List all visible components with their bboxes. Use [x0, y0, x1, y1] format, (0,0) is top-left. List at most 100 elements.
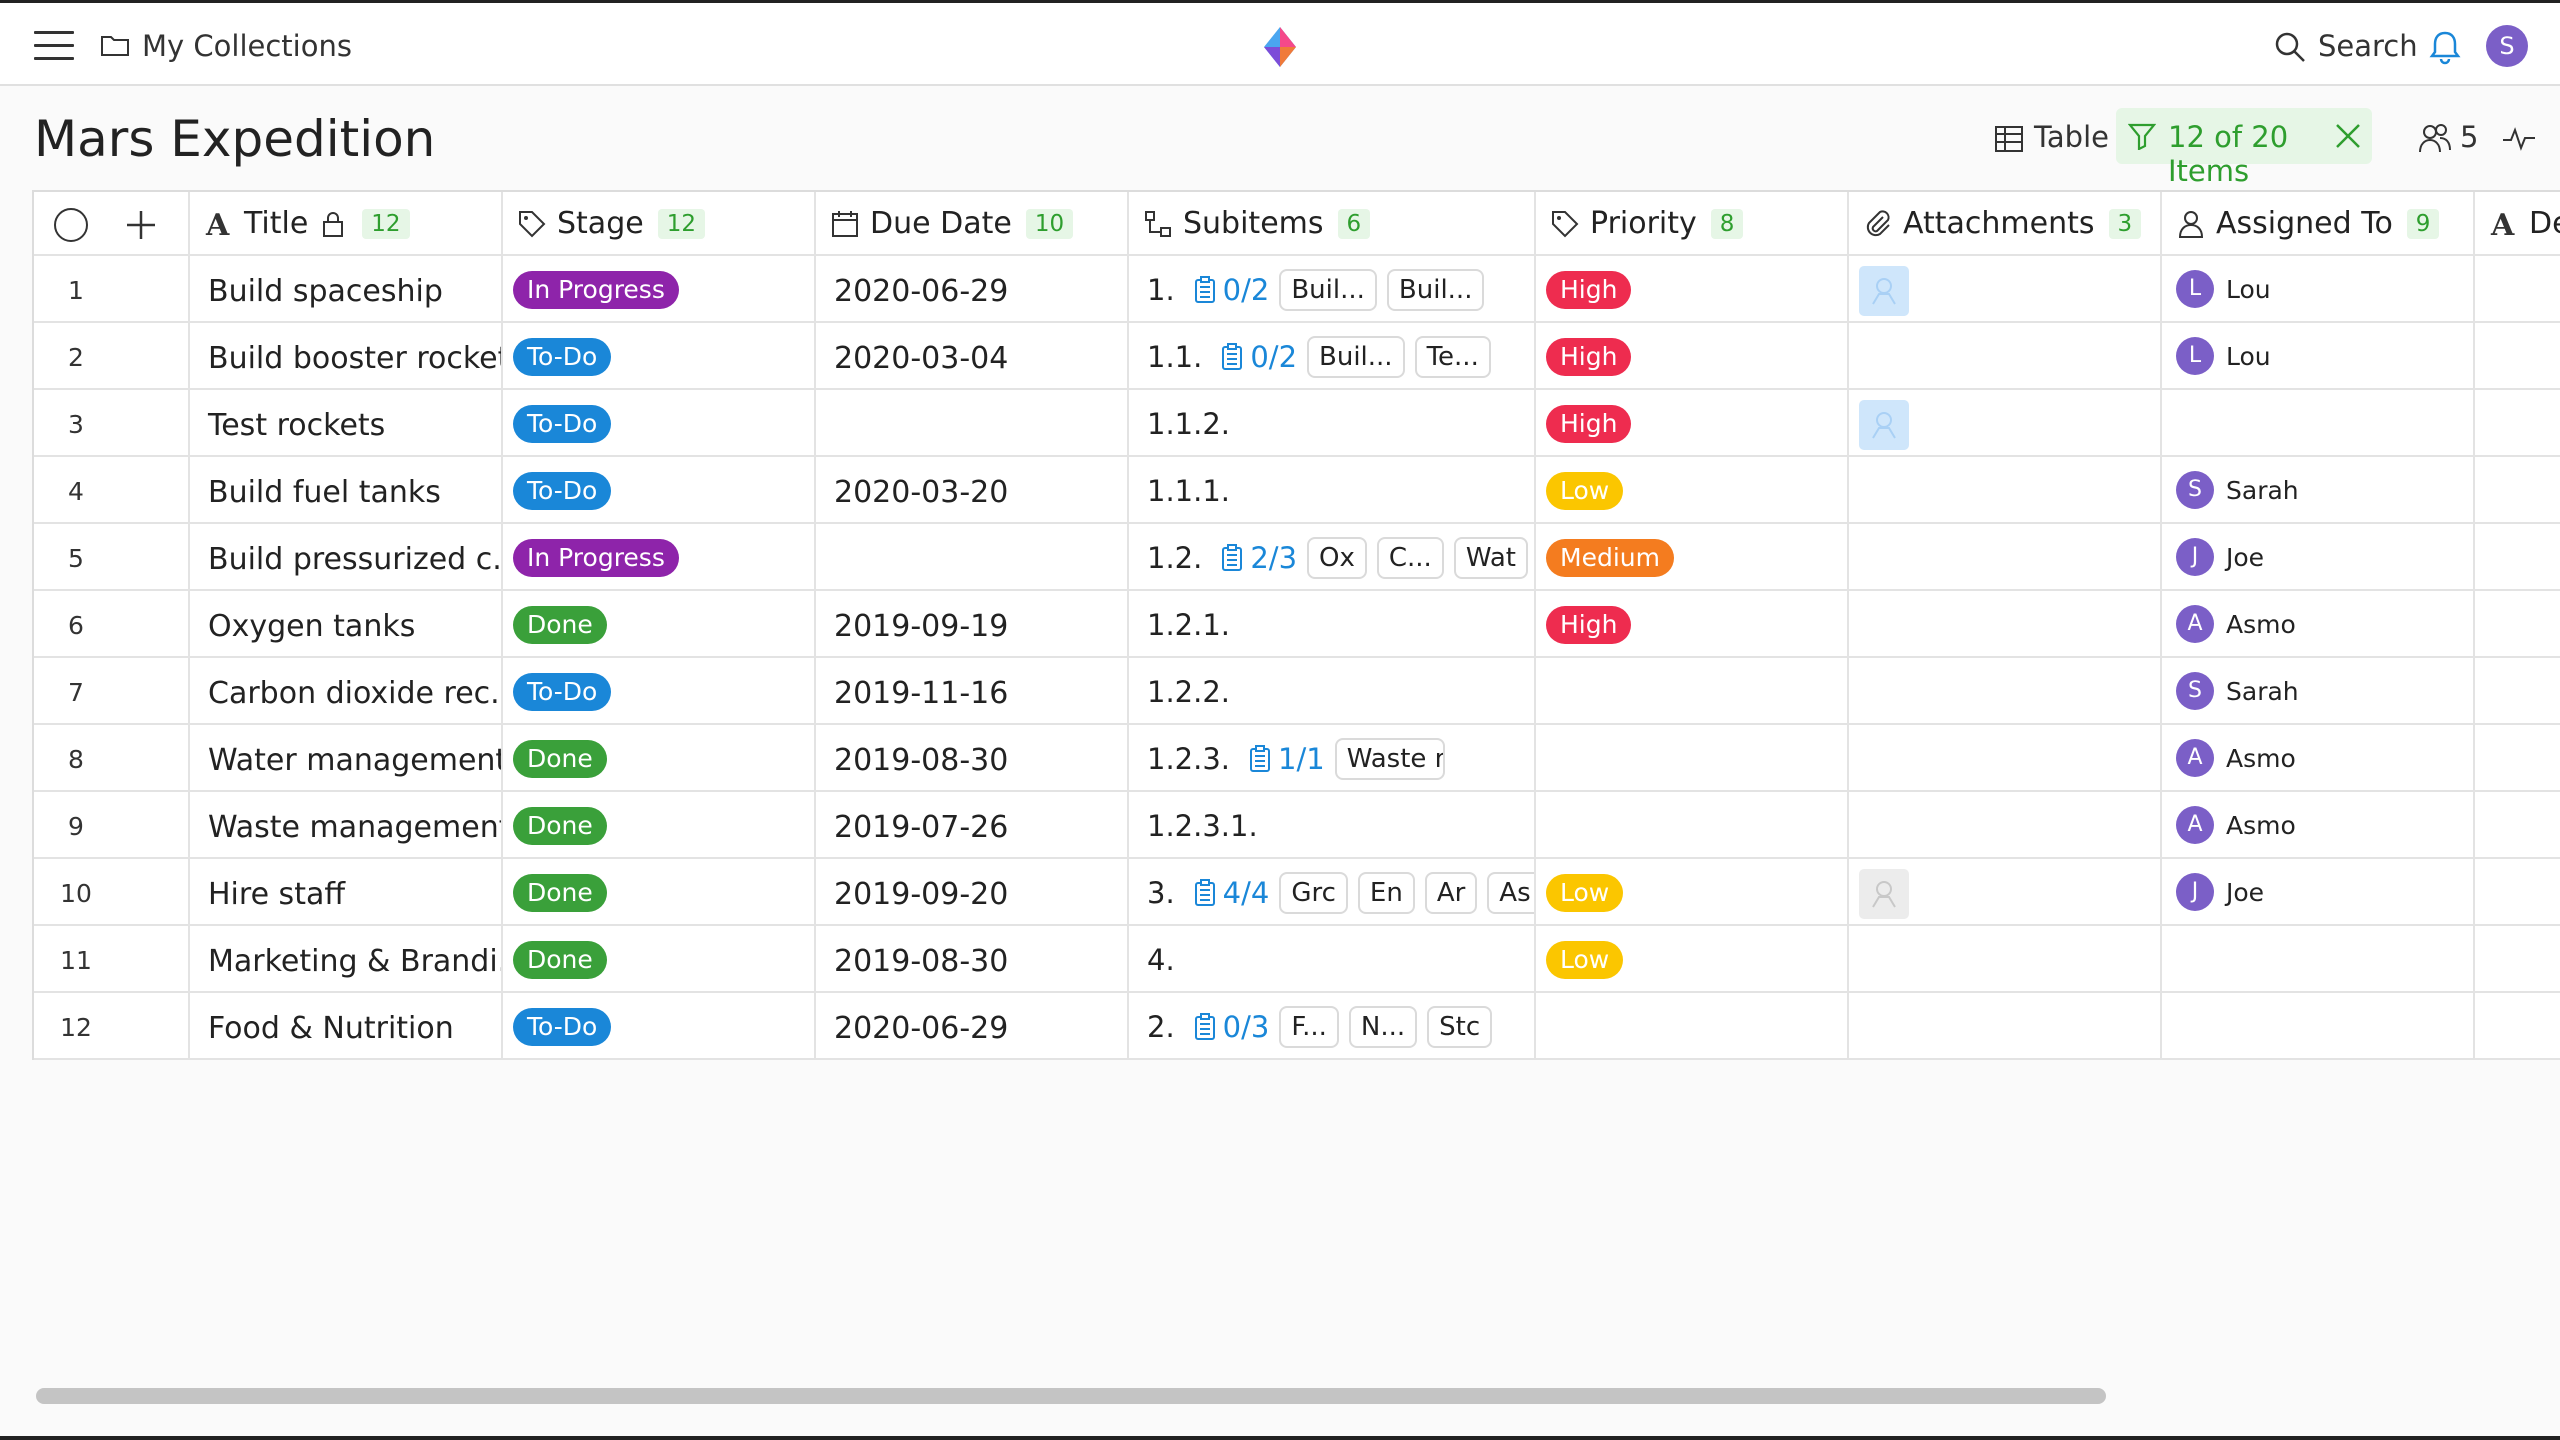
- subitem-chip[interactable]: Ox: [1307, 537, 1367, 579]
- due-date-cell[interactable]: 2020-06-29: [816, 256, 1129, 321]
- row-number-cell[interactable]: 9: [34, 792, 190, 857]
- subitem-chip[interactable]: As: [1487, 872, 1534, 914]
- attachments-cell[interactable]: [1849, 256, 2162, 321]
- subitem-chip[interactable]: F...: [1279, 1006, 1339, 1048]
- subitem-progress[interactable]: 0/2: [1193, 273, 1269, 307]
- due-date-cell[interactable]: [816, 390, 1129, 455]
- description-cell[interactable]: [2475, 390, 2560, 455]
- stage-cell[interactable]: To-Do: [503, 390, 816, 455]
- attachment-thumbnail[interactable]: [1859, 266, 1909, 316]
- table-row[interactable]: 6 Oxygen tanks Done 2019-09-19 1.2.1. High A As…: [34, 591, 2560, 658]
- priority-cell[interactable]: High: [1536, 323, 1849, 388]
- assignee[interactable]: A Asmo: [2176, 739, 2296, 777]
- title-cell[interactable]: Hire staff: [190, 859, 503, 924]
- subitem-chip[interactable]: Stc: [1427, 1006, 1493, 1048]
- assigned-to-cell[interactable]: J Joe: [2162, 859, 2475, 924]
- subitem-chip[interactable]: C...: [1376, 537, 1444, 579]
- description-cell[interactable]: [2475, 859, 2560, 924]
- breadcrumb-my-collections[interactable]: My Collections: [142, 29, 352, 63]
- subitem-chip[interactable]: Buil...: [1279, 269, 1377, 311]
- table-row[interactable]: 9 Waste management Done 2019-07-26 1.2.3.1. A…: [34, 792, 2560, 859]
- horizontal-scrollbar[interactable]: [36, 1388, 2106, 1404]
- row-number-cell[interactable]: 3: [34, 390, 190, 455]
- priority-cell[interactable]: [1536, 792, 1849, 857]
- table-row[interactable]: 5 Build pressurized c... In Progress 1.2. 2/…: [34, 524, 2560, 591]
- subitems-cell[interactable]: 1.1. 0/2 Buil... Te...: [1129, 323, 1536, 388]
- assigned-to-cell[interactable]: S Sarah: [2162, 658, 2475, 723]
- subitems-cell[interactable]: 1.2.3. 1/1 Waste ma...: [1129, 725, 1536, 790]
- assignee[interactable]: S Sarah: [2176, 672, 2299, 710]
- table-row[interactable]: 12 Food & Nutrition To-Do 2020-06-29 2. 0/3 F.…: [34, 993, 2560, 1060]
- subitems-cell[interactable]: 1.2. 2/3 Ox C... Wat: [1129, 524, 1536, 589]
- subitem-progress[interactable]: 4/4: [1193, 876, 1269, 910]
- due-date-cell[interactable]: 2019-08-30: [816, 926, 1129, 991]
- assigned-to-cell[interactable]: A Asmo: [2162, 725, 2475, 790]
- subitem-chip[interactable]: N...: [1348, 1006, 1418, 1048]
- due-date-cell[interactable]: 2019-09-19: [816, 591, 1129, 656]
- due-date-cell[interactable]: 2019-11-16: [816, 658, 1129, 723]
- priority-cell[interactable]: [1536, 725, 1849, 790]
- attachment-thumbnail[interactable]: [1859, 869, 1909, 919]
- add-item-plus-icon[interactable]: [124, 208, 158, 242]
- subitems-cell[interactable]: 1.1.2.: [1129, 390, 1536, 455]
- row-number-cell[interactable]: 8: [34, 725, 190, 790]
- view-selector-label[interactable]: Table: [2034, 120, 2109, 154]
- subitems-cell[interactable]: 3. 4/4 Grc En Ar As: [1129, 859, 1536, 924]
- priority-cell[interactable]: Low: [1536, 926, 1849, 991]
- stage-cell[interactable]: To-Do: [503, 323, 816, 388]
- table-row[interactable]: 10 Hire staff Done 2019-09-20 3. 4/4 Grc En Ar As…: [34, 859, 2560, 926]
- title-cell[interactable]: Build fuel tanks: [190, 457, 503, 522]
- row-number-cell[interactable]: 1: [34, 256, 190, 321]
- menu-icon[interactable]: [34, 31, 74, 61]
- stage-cell[interactable]: Done: [503, 859, 816, 924]
- title-cell[interactable]: Build spaceship: [190, 256, 503, 321]
- row-number-cell[interactable]: 11: [34, 926, 190, 991]
- subitems-cell[interactable]: 4.: [1129, 926, 1536, 991]
- attachments-cell[interactable]: [1849, 926, 2162, 991]
- table-row[interactable]: 11 Marketing & Brandi... Done 2019-08-30 4. L…: [34, 926, 2560, 993]
- assigned-to-cell[interactable]: A Asmo: [2162, 591, 2475, 656]
- assigned-to-cell[interactable]: L Lou: [2162, 323, 2475, 388]
- title-cell[interactable]: Carbon dioxide rec...: [190, 658, 503, 723]
- subitem-progress[interactable]: 2/3: [1220, 541, 1297, 575]
- column-header-stage[interactable]: Stage 12: [503, 192, 816, 254]
- title-cell[interactable]: Build booster rockets: [190, 323, 503, 388]
- subitems-cell[interactable]: 1.2.3.1.: [1129, 792, 1536, 857]
- due-date-cell[interactable]: 2019-07-26: [816, 792, 1129, 857]
- description-cell[interactable]: [2475, 323, 2560, 388]
- due-date-cell[interactable]: 2019-09-20: [816, 859, 1129, 924]
- attachments-cell[interactable]: [1849, 524, 2162, 589]
- assignee[interactable]: L Lou: [2176, 270, 2271, 308]
- priority-cell[interactable]: High: [1536, 591, 1849, 656]
- assigned-to-cell[interactable]: L Lou: [2162, 256, 2475, 321]
- subitem-progress[interactable]: 0/2: [1220, 340, 1297, 374]
- assignee[interactable]: A Asmo: [2176, 806, 2296, 844]
- title-cell[interactable]: Oxygen tanks: [190, 591, 503, 656]
- stage-cell[interactable]: Done: [503, 591, 816, 656]
- assignee[interactable]: S Sarah: [2176, 471, 2299, 509]
- priority-cell[interactable]: Low: [1536, 859, 1849, 924]
- due-date-cell[interactable]: 2020-06-29: [816, 993, 1129, 1058]
- stage-cell[interactable]: Done: [503, 792, 816, 857]
- subitems-cell[interactable]: 2. 0/3 F... N... Stc: [1129, 993, 1536, 1058]
- row-number-cell[interactable]: 7: [34, 658, 190, 723]
- subitem-chip[interactable]: Waste ma...: [1334, 738, 1445, 780]
- clear-filter-close-icon[interactable]: [2334, 122, 2362, 150]
- search-button-label[interactable]: Search: [2318, 29, 2418, 63]
- column-header-assigned-to[interactable]: Assigned To 9: [2162, 192, 2475, 254]
- table-row[interactable]: 2 Build booster rockets To-Do 2020-03-04 1.1…: [34, 323, 2560, 390]
- priority-cell[interactable]: High: [1536, 390, 1849, 455]
- column-header-description[interactable]: A De: [2475, 192, 2560, 254]
- table-row[interactable]: 4 Build fuel tanks To-Do 2020-03-20 1.1.1. Lo…: [34, 457, 2560, 524]
- assigned-to-cell[interactable]: [2162, 390, 2475, 455]
- search-icon[interactable]: [2274, 31, 2306, 63]
- description-cell[interactable]: [2475, 524, 2560, 589]
- table-row[interactable]: 3 Test rockets To-Do 1.1.2. High: [34, 390, 2560, 457]
- attachments-cell[interactable]: [1849, 457, 2162, 522]
- attachments-cell[interactable]: [1849, 323, 2162, 388]
- app-logo-icon[interactable]: [1262, 25, 1298, 69]
- activity-icon[interactable]: [2502, 126, 2536, 152]
- description-cell[interactable]: [2475, 457, 2560, 522]
- attachments-cell[interactable]: [1849, 859, 2162, 924]
- attachments-cell[interactable]: [1849, 725, 2162, 790]
